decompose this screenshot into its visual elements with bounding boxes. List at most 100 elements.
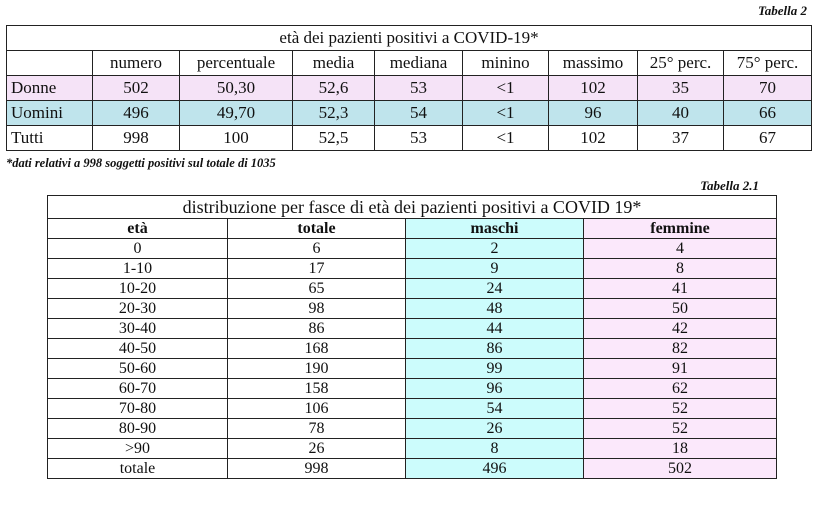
female-cell: 52 xyxy=(583,418,777,439)
header-cell: media xyxy=(292,50,375,76)
female-cell: 52 xyxy=(583,398,777,419)
table-row: totale 998 496 502 xyxy=(47,458,777,479)
female-cell: 62 xyxy=(583,378,777,399)
cell: <1 xyxy=(462,75,549,101)
male-cell: 2 xyxy=(405,238,584,259)
female-cell: 50 xyxy=(583,298,777,319)
cell: 102 xyxy=(548,125,638,151)
female-cell: 18 xyxy=(583,438,777,459)
female-cell: 42 xyxy=(583,318,777,339)
male-cell: 26 xyxy=(405,418,584,439)
header-cell: età xyxy=(47,218,228,239)
cell: 50,30 xyxy=(179,75,293,101)
male-cell: 54 xyxy=(405,398,584,419)
cell: 102 xyxy=(548,75,638,101)
table-row: Tutti 998 100 52,5 53 <1 102 37 67 xyxy=(6,125,813,151)
header-cell: minino xyxy=(462,50,549,76)
table-row: Uomini 496 49,70 52,3 54 <1 96 40 66 xyxy=(6,100,813,126)
table2-body: 0 6 2 4 1-10 17 9 8 10-20 65 24 41 20-30 98 48 50 30-40 8… xyxy=(47,238,777,479)
cell: 49,70 xyxy=(179,100,293,126)
age-distribution-table: distribuzione per fasce di età dei pazie… xyxy=(47,195,777,479)
header-cell: massimo xyxy=(548,50,638,76)
header-cell: numero xyxy=(92,50,180,76)
female-cell: 41 xyxy=(583,278,777,299)
table-row: 80-90 78 26 52 xyxy=(47,418,777,439)
header-cell: mediana xyxy=(374,50,463,76)
cell: 998 xyxy=(92,125,180,151)
female-cell: 8 xyxy=(583,258,777,279)
cell: 40 xyxy=(637,100,724,126)
cell: 52,3 xyxy=(292,100,375,126)
cell: <1 xyxy=(462,100,549,126)
cell: 53 xyxy=(374,75,463,101)
table-row: >90 26 8 18 xyxy=(47,438,777,459)
table-row: 50-60 190 99 91 xyxy=(47,358,777,379)
table-row: 20-30 98 48 50 xyxy=(47,298,777,319)
total-cell: 65 xyxy=(227,278,406,299)
total-cell: 190 xyxy=(227,358,406,379)
table1-title: età dei pazienti positivi a COVID-19* xyxy=(5,25,813,51)
age-range-cell: 20-30 xyxy=(47,298,228,319)
table-row: Donne 502 50,30 52,6 53 <1 102 35 70 xyxy=(6,75,813,101)
male-cell: 496 xyxy=(405,458,584,479)
row-label: Tutti xyxy=(6,125,93,151)
age-range-cell: 40-50 xyxy=(47,338,228,359)
total-cell: 6 xyxy=(227,238,406,259)
cell: <1 xyxy=(462,125,549,151)
age-range-cell: 30-40 xyxy=(47,318,228,339)
age-range-cell: 0 xyxy=(47,238,228,259)
table2-title: distribuzione per fasce di età dei pazie… xyxy=(47,195,777,219)
table-row: 1-10 17 9 8 xyxy=(47,258,777,279)
cell: 96 xyxy=(548,100,638,126)
age-range-cell: 1-10 xyxy=(47,258,228,279)
table-row: 10-20 65 24 41 xyxy=(47,278,777,299)
age-range-cell: 10-20 xyxy=(47,278,228,299)
female-cell: 91 xyxy=(583,358,777,379)
cell: 52,5 xyxy=(292,125,375,151)
male-cell: 99 xyxy=(405,358,584,379)
total-cell: 158 xyxy=(227,378,406,399)
table1-header-row: numero percentuale media mediana minino … xyxy=(6,50,813,76)
total-cell: 17 xyxy=(227,258,406,279)
table-row: 60-70 158 96 62 xyxy=(47,378,777,399)
female-cell: 4 xyxy=(583,238,777,259)
row-label: Donne xyxy=(6,75,93,101)
age-stats-table: età dei pazienti positivi a COVID-19* nu… xyxy=(5,25,813,151)
cell: 100 xyxy=(179,125,293,151)
male-cell: 44 xyxy=(405,318,584,339)
female-cell: 502 xyxy=(583,458,777,479)
total-cell: 26 xyxy=(227,438,406,459)
cell: 502 xyxy=(92,75,180,101)
table-row: 40-50 168 86 82 xyxy=(47,338,777,359)
total-cell: 86 xyxy=(227,318,406,339)
cell: 54 xyxy=(374,100,463,126)
header-cell xyxy=(6,50,93,76)
age-range-cell: >90 xyxy=(47,438,228,459)
total-cell: 78 xyxy=(227,418,406,439)
cell: 35 xyxy=(637,75,724,101)
header-cell: 75° perc. xyxy=(722,50,813,76)
table-row: 70-80 106 54 52 xyxy=(47,398,777,419)
age-range-cell: totale xyxy=(47,458,228,479)
age-range-cell: 80-90 xyxy=(47,418,228,439)
cell: 496 xyxy=(92,100,180,126)
male-cell: 9 xyxy=(405,258,584,279)
cell: 70 xyxy=(722,75,813,101)
header-cell: totale xyxy=(227,218,406,239)
total-cell: 106 xyxy=(227,398,406,419)
male-cell: 8 xyxy=(405,438,584,459)
age-range-cell: 70-80 xyxy=(47,398,228,419)
total-cell: 998 xyxy=(227,458,406,479)
age-range-cell: 50-60 xyxy=(47,358,228,379)
header-cell: percentuale xyxy=(179,50,293,76)
total-cell: 168 xyxy=(227,338,406,359)
row-label: Uomini xyxy=(6,100,93,126)
table1-caption: Tabella 2 xyxy=(758,3,807,18)
table2-header-row: età totale maschi femmine xyxy=(47,218,777,239)
header-cell: femmine xyxy=(583,218,777,239)
cell: 52,6 xyxy=(292,75,375,101)
cell: 37 xyxy=(637,125,724,151)
cell: 53 xyxy=(374,125,463,151)
female-cell: 82 xyxy=(583,338,777,359)
